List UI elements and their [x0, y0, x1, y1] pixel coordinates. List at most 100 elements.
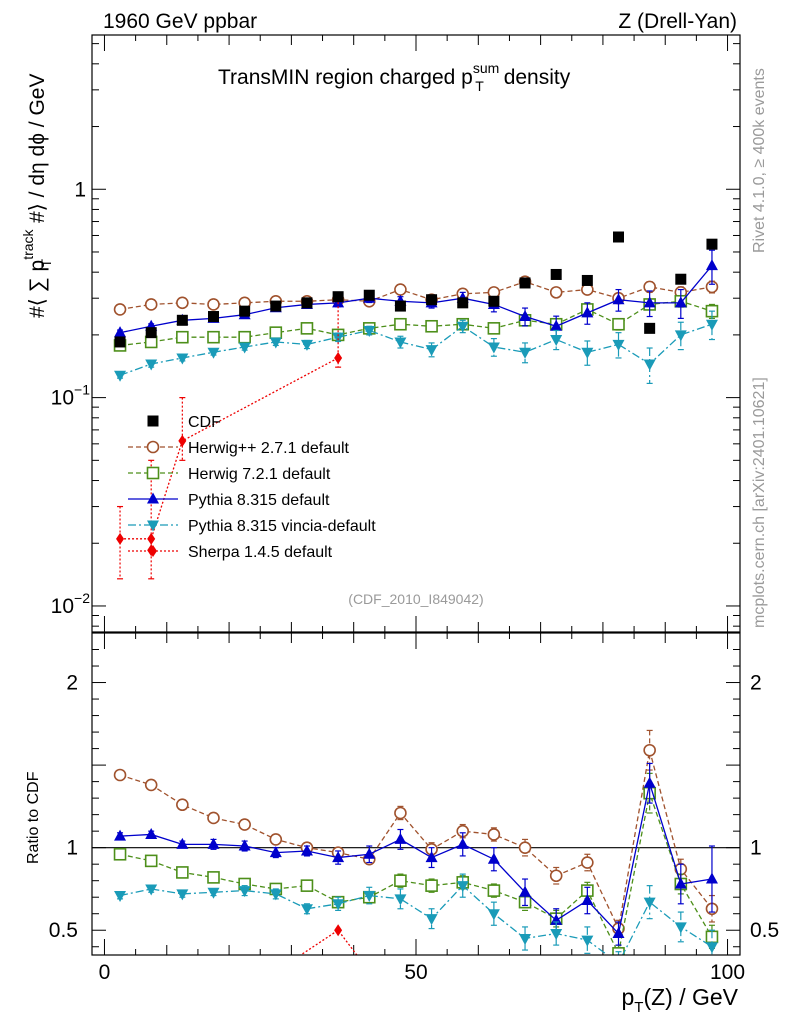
ratio-point	[113, 768, 127, 782]
header-left: 1960 GeV ppbar	[103, 10, 257, 33]
series-point	[705, 319, 718, 331]
data-point	[332, 291, 344, 303]
series-point	[674, 330, 687, 342]
legend-marker	[146, 466, 160, 480]
series-point	[612, 339, 625, 351]
data-point	[363, 289, 375, 301]
ratio-point	[674, 922, 687, 934]
main-frame	[91, 34, 741, 633]
legend-entry: Herwig 7.2.1 default	[128, 466, 331, 483]
series-point	[178, 434, 187, 447]
legend-marker	[147, 520, 159, 532]
series-point	[207, 330, 220, 344]
ylabel-sup: track	[20, 228, 36, 259]
legend: CDF Herwig++ 2.7.1 default Herwig 7.2.1 de…	[128, 414, 376, 561]
y-tick-label: 10−2	[51, 590, 91, 618]
legend-label: Pythia 8.315 vincia-default	[188, 518, 376, 535]
ratio-point	[612, 927, 625, 939]
ratio-series-3	[114, 873, 718, 970]
data-point	[488, 295, 500, 307]
ratio-series-4	[272, 924, 358, 978]
ratio-point	[705, 942, 718, 954]
y-tick-base: 10	[51, 387, 74, 410]
series-point	[425, 345, 438, 357]
series-point	[487, 322, 501, 335]
ratio-point	[272, 966, 280, 978]
y-axis-label: #⟨ ∑ ptrackT #⟩ / dη dϕ / GeV	[20, 74, 54, 318]
ratio-point	[300, 904, 313, 916]
ratio-point	[238, 818, 251, 831]
series-point	[363, 325, 376, 337]
series-point	[332, 332, 345, 344]
legend-entry: Sherpa 1.4.5 default	[128, 544, 333, 561]
ratio-point	[145, 827, 158, 839]
mcplots-label: mcplots.cern.ch [arXiv:2401.10621]	[751, 377, 768, 628]
ratio-point	[643, 776, 656, 788]
series-point	[550, 319, 563, 331]
legend-label: Herwig++ 2.7.1 default	[188, 440, 350, 457]
main-panel-series	[113, 231, 719, 580]
legend-entry: CDF	[147, 414, 221, 431]
ratio-point	[114, 891, 127, 903]
data-point	[519, 277, 531, 289]
legend-marker	[147, 492, 159, 504]
xlabel-sub: T	[634, 999, 643, 1016]
ratio-point	[207, 887, 220, 899]
ratio-series-0	[113, 729, 719, 938]
ratio-point	[487, 884, 501, 897]
data-point	[581, 274, 593, 286]
series-point	[612, 317, 625, 331]
data-point	[270, 300, 282, 312]
ratio-point	[613, 959, 625, 970]
ylabel-tail: #⟩ / dη dϕ / GeV	[26, 74, 49, 229]
ratio-point	[549, 869, 563, 883]
series-point	[612, 293, 625, 305]
series-point	[176, 330, 189, 344]
series-point	[456, 321, 469, 333]
data-point	[613, 231, 624, 243]
series-point	[519, 310, 532, 322]
series-point	[300, 322, 314, 335]
series-point	[519, 347, 532, 359]
ratio-point	[176, 889, 189, 901]
data-point	[301, 297, 313, 309]
title-main: TransMIN region charged p	[218, 66, 473, 89]
ratio-point	[113, 847, 127, 861]
ratio-point	[176, 837, 189, 849]
data-point	[394, 300, 406, 312]
ratio-point	[425, 914, 438, 926]
x-tick-label: 0	[99, 961, 111, 984]
data-point	[239, 305, 251, 317]
xlabel-main: p	[621, 984, 634, 1010]
series-point	[207, 347, 220, 359]
ratio-point	[705, 872, 718, 884]
ylabel-sub: T	[38, 258, 54, 267]
ratio-point	[176, 798, 189, 812]
title-sup: sum	[473, 60, 499, 76]
legend-marker	[149, 545, 157, 557]
ratio-point	[581, 856, 594, 869]
ylabel-prefix: #⟨ ∑ p	[26, 260, 49, 318]
ratio-point	[643, 897, 656, 909]
ratio-point	[207, 837, 220, 849]
ratio-point	[394, 832, 407, 844]
legend-entry: Herwig++ 2.7.1 default	[128, 440, 350, 457]
data-point	[706, 238, 718, 250]
ratio-panel-series	[113, 729, 719, 978]
series-point	[643, 359, 656, 371]
title-sub: T	[475, 78, 484, 94]
ratio-tick-label-left: 1	[66, 837, 78, 860]
ratio-point	[487, 852, 500, 864]
ratio-point	[269, 833, 283, 846]
series-point	[674, 296, 687, 308]
ratio-point	[334, 924, 343, 937]
ratio-point	[269, 846, 282, 858]
ratio-point	[144, 778, 158, 792]
series-point	[114, 326, 127, 338]
series-point	[550, 335, 563, 347]
ratio-y-axis-label: Ratio to CDF	[25, 771, 42, 864]
y-tick-exp: −2	[74, 590, 90, 606]
ratio-series-1	[113, 772, 719, 955]
ratio-point	[332, 899, 345, 911]
